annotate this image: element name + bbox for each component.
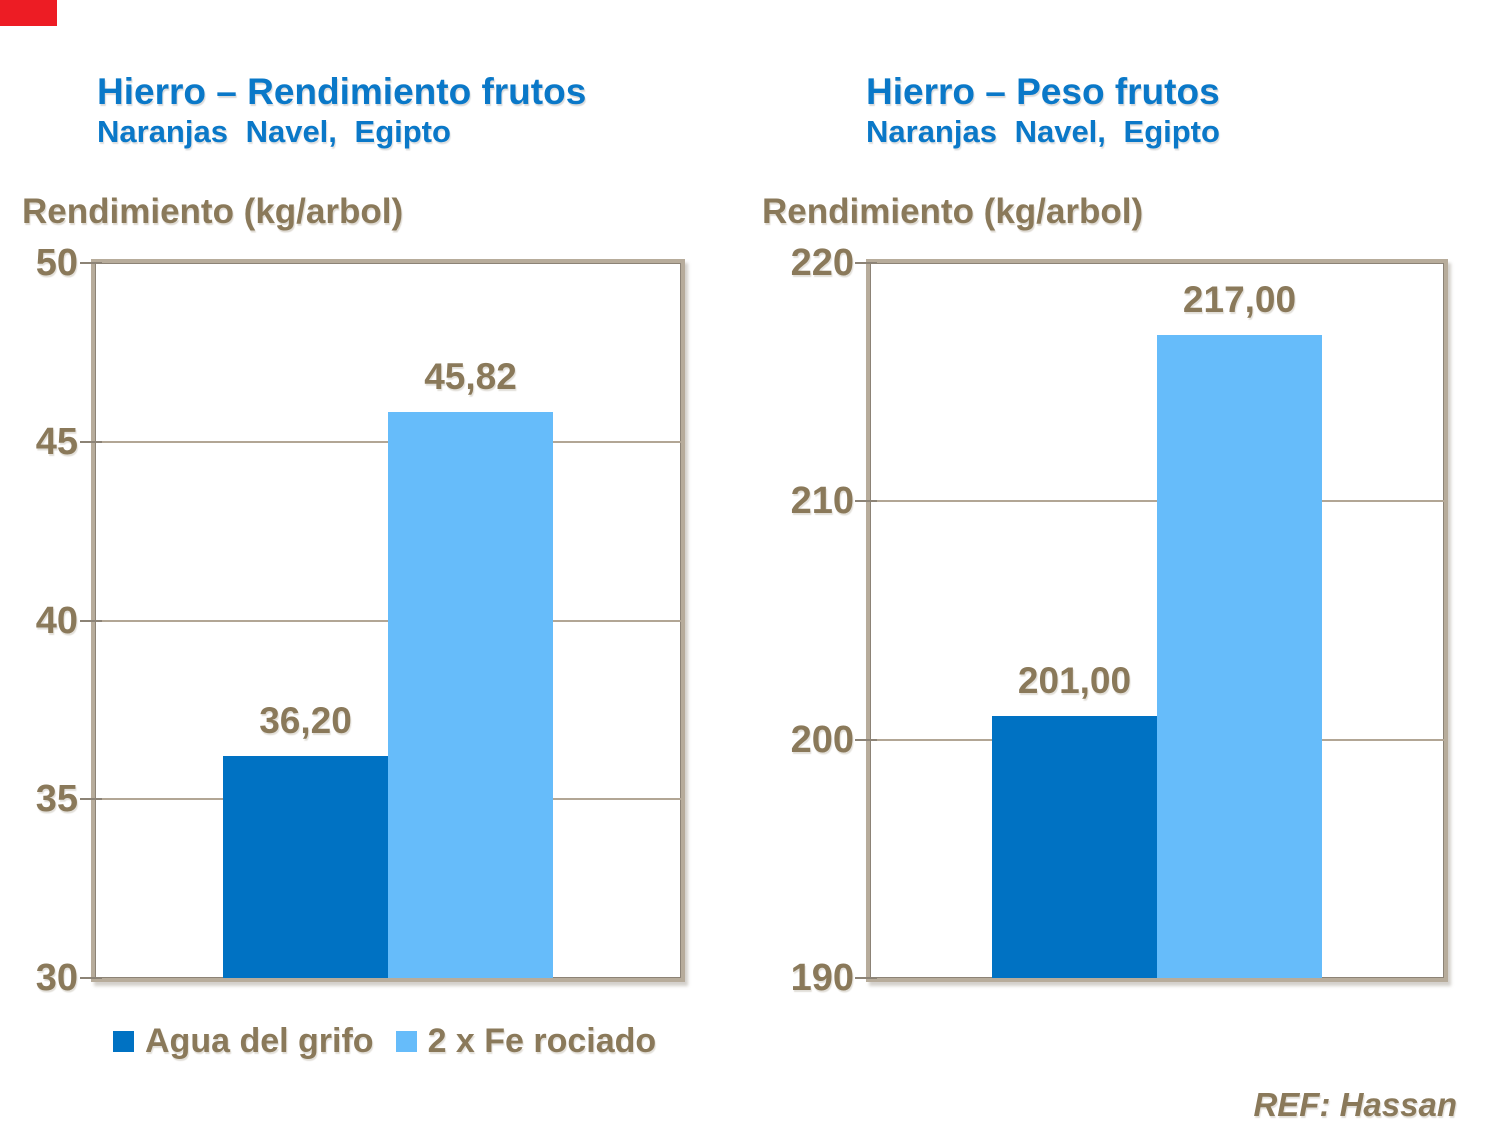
axis-tick <box>80 440 102 443</box>
plot-area: 36,20 45,82 <box>80 259 685 982</box>
bar-agua-del-grifo <box>992 715 1157 978</box>
chart-subtitle: Naranjas Navel, Egipto <box>866 114 1220 149</box>
chart-subtitle: Naranjas Navel, Egipto <box>97 114 451 149</box>
corner-mark <box>0 0 57 26</box>
bar-agua-del-grifo <box>223 756 388 978</box>
bar-value-label: 217,00 <box>1182 278 1297 320</box>
y-axis-tick-labels: 30 35 40 45 50 <box>0 242 78 999</box>
y-tick-label: 30 <box>35 957 78 999</box>
axis-tick <box>855 500 877 503</box>
axis-tick <box>80 977 102 979</box>
reference-note: REF: Hassan <box>1253 1086 1457 1123</box>
y-tick-label: 45 <box>35 420 78 463</box>
y-tick-label: 200 <box>790 718 854 761</box>
plot-area: 201,00 217,00 <box>855 259 1448 982</box>
legend: Agua del grifo 2 x Fe rociado <box>113 1018 656 1064</box>
y-axis-title: Rendimiento (kg/arbol) <box>762 192 1144 231</box>
chart-title: Hierro – Rendimiento frutos <box>97 71 587 112</box>
y-axis-tick-labels: 190 200 210 220 <box>768 242 854 999</box>
axis-tick <box>855 977 877 979</box>
y-tick-label: 50 <box>35 242 78 284</box>
y-tick-label: 190 <box>790 957 854 999</box>
legend-item: Agua del grifo <box>113 1022 374 1061</box>
y-tick-label: 210 <box>790 480 854 523</box>
axis-tick <box>80 262 102 264</box>
bar-2-x-fe-rociado <box>1157 334 1322 978</box>
legend-label: 2 x Fe rociado <box>427 1021 657 1060</box>
legend-swatch <box>395 1030 417 1052</box>
axis-tick <box>80 798 102 801</box>
bar-value-label: 45,82 <box>424 356 517 398</box>
legend-item: 2 x Fe rociado <box>395 1021 657 1061</box>
legend-label: Agua del grifo <box>145 1021 374 1060</box>
axis-tick <box>855 262 877 264</box>
y-tick-label: 220 <box>790 242 854 284</box>
y-axis-title: Rendimiento (kg/arbol) <box>22 192 404 231</box>
bar-2-x-fe-rociado <box>388 412 553 978</box>
axis-tick <box>855 738 877 741</box>
axis-tick <box>80 619 102 622</box>
bar-value-label: 201,00 <box>1017 659 1132 701</box>
chart-title: Hierro – Peso frutos <box>866 71 1220 112</box>
y-tick-label: 40 <box>35 599 78 642</box>
bar-value-label: 36,20 <box>259 700 352 742</box>
legend-swatch <box>113 1030 134 1052</box>
y-tick-label: 35 <box>35 778 78 821</box>
